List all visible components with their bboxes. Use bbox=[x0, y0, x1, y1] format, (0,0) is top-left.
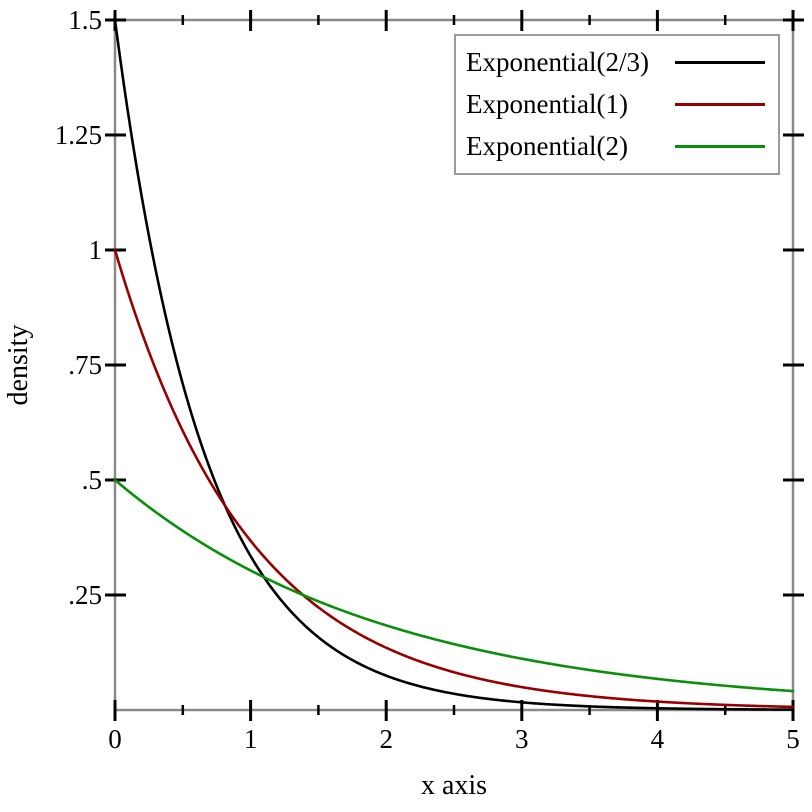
legend-item-exponential-2-3: Exponential(2/3) bbox=[466, 41, 770, 83]
x-tick-label: 1 bbox=[244, 724, 258, 754]
x-axis-label: x axis bbox=[421, 770, 487, 801]
legend: Exponential(2/3) Exponential(1) Exponent… bbox=[454, 34, 780, 175]
chart-plot-area: 0 1 2 3 4 5 .25 .5 .75 1 1.25 1.5 bbox=[55, 5, 804, 754]
legend-label: Exponential(1) bbox=[466, 88, 628, 119]
legend-item-exponential-1: Exponential(1) bbox=[466, 83, 770, 125]
y-tick-label: 1.25 bbox=[55, 120, 102, 150]
y-tick-label: 1 bbox=[89, 235, 103, 265]
legend-item-exponential-2: Exponential(2) bbox=[466, 126, 770, 168]
x-tick-label: 4 bbox=[651, 724, 665, 754]
legend-line-icon bbox=[675, 102, 765, 106]
legend-line-icon bbox=[675, 145, 765, 149]
y-axis-label: density bbox=[3, 325, 34, 406]
curve-exponential-1- bbox=[113, 248, 795, 709]
x-tick-label: 5 bbox=[786, 724, 800, 754]
y-tick-label: .75 bbox=[68, 350, 102, 380]
x-tick-label: 2 bbox=[379, 724, 393, 754]
legend-line-icon bbox=[675, 60, 765, 64]
x-tick-label: 0 bbox=[108, 724, 122, 754]
legend-label: Exponential(2) bbox=[466, 131, 628, 162]
y-tick-label: 1.5 bbox=[68, 5, 102, 35]
y-tick-label: .5 bbox=[82, 465, 102, 495]
x-tick-label: 3 bbox=[515, 724, 529, 754]
legend-label: Exponential(2/3) bbox=[466, 46, 649, 77]
curve-exponential-2- bbox=[113, 478, 795, 693]
y-tick-label: .25 bbox=[68, 580, 102, 610]
